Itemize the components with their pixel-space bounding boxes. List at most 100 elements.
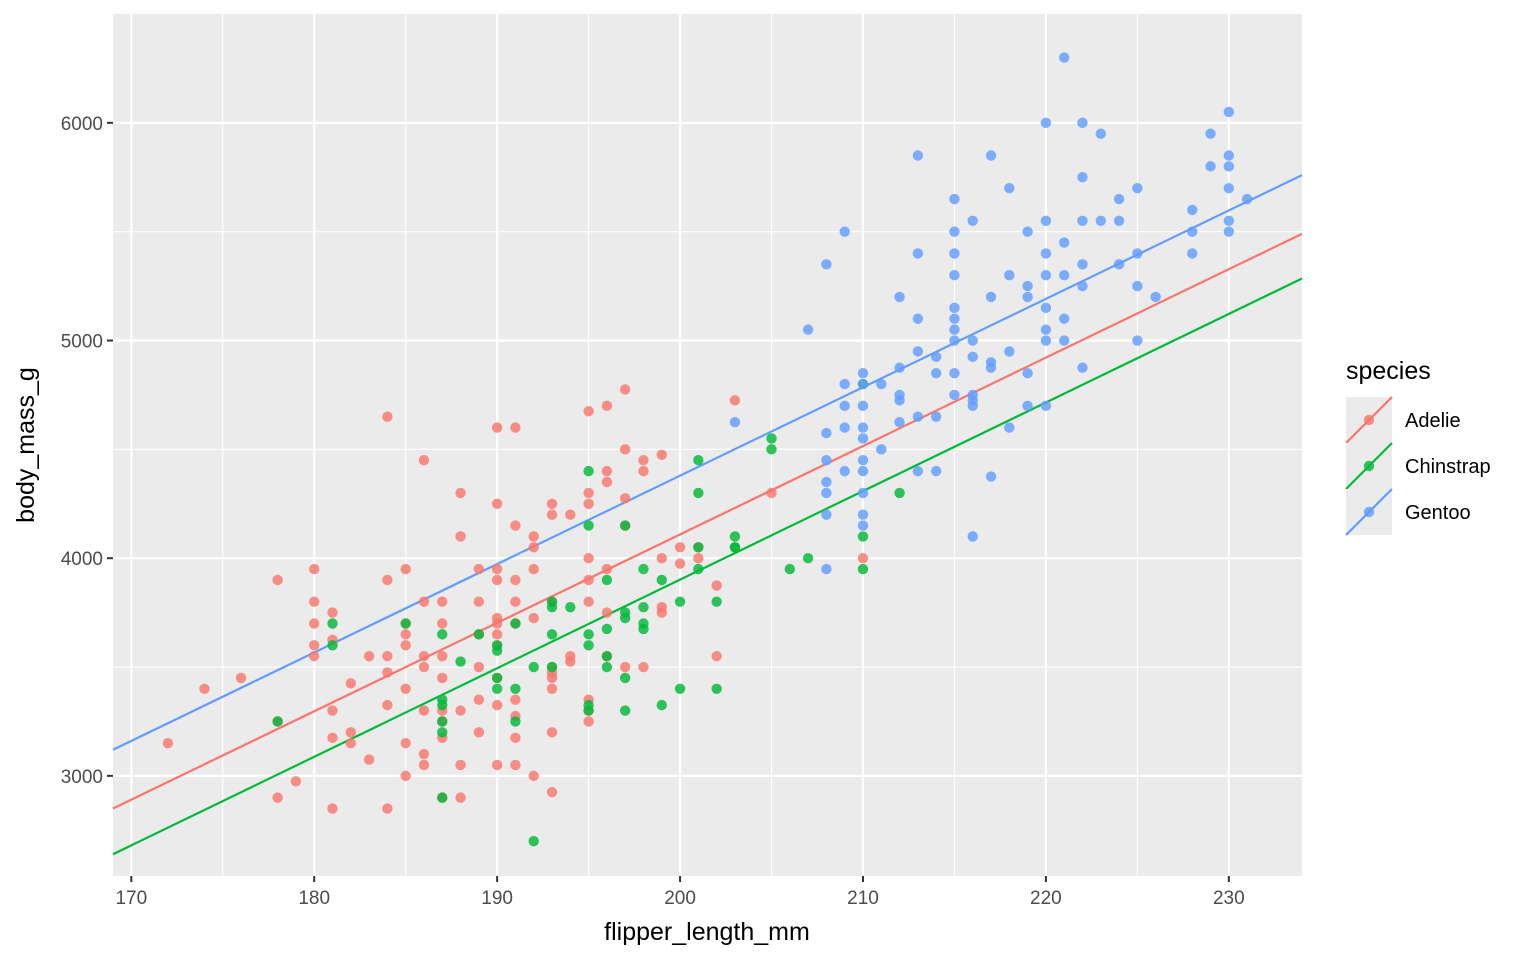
data-point-gentoo <box>949 367 960 379</box>
data-point-adelie <box>656 607 667 618</box>
legend-key-point <box>1363 506 1375 518</box>
data-point-adelie <box>455 487 466 499</box>
data-point-adelie <box>510 759 521 771</box>
data-point-adelie <box>565 509 576 520</box>
data-point-gentoo <box>1187 204 1198 216</box>
data-point-gentoo <box>967 335 978 346</box>
data-point-gentoo <box>985 291 997 303</box>
data-point-chinstrap <box>802 552 814 564</box>
data-point-chinstrap <box>894 487 905 499</box>
data-point-chinstrap <box>729 531 741 542</box>
data-point-adelie <box>309 563 320 575</box>
x-tick-label: 220 <box>1030 888 1062 909</box>
data-point-chinstrap <box>656 574 667 586</box>
data-point-adelie <box>491 618 503 629</box>
data-point-gentoo <box>949 193 960 205</box>
data-point-gentoo <box>1187 226 1198 237</box>
data-point-adelie <box>455 705 466 716</box>
data-point-adelie <box>272 792 283 803</box>
data-point-adelie <box>162 738 174 749</box>
data-point-chinstrap <box>601 574 613 586</box>
minor-gridlines <box>113 14 1302 876</box>
legend-key-point <box>1363 414 1375 426</box>
data-point-adelie <box>491 422 503 433</box>
data-point-adelie <box>363 650 375 662</box>
data-point-adelie <box>400 683 411 694</box>
data-point-gentoo <box>1077 215 1088 226</box>
data-point-adelie <box>437 618 448 629</box>
data-point-gentoo <box>857 367 869 379</box>
data-point-adelie <box>290 776 302 787</box>
data-point-chinstrap <box>656 699 667 711</box>
data-point-gentoo <box>821 259 832 270</box>
data-point-gentoo <box>1241 193 1253 205</box>
data-point-gentoo <box>1040 215 1052 226</box>
data-point-adelie <box>619 493 631 504</box>
data-point-chinstrap <box>638 563 649 575</box>
data-point-chinstrap <box>638 601 649 613</box>
data-point-adelie <box>272 574 283 586</box>
data-point-chinstrap <box>857 531 869 542</box>
data-point-gentoo <box>857 400 869 412</box>
data-point-adelie <box>418 596 430 607</box>
data-point-gentoo <box>839 400 850 412</box>
data-point-gentoo <box>857 378 869 390</box>
data-point-adelie <box>674 558 686 569</box>
data-point-adelie <box>400 640 411 651</box>
data-point-adelie <box>327 607 338 618</box>
data-point-chinstrap <box>619 705 631 716</box>
data-point-chinstrap <box>437 727 448 738</box>
data-point-gentoo <box>857 422 869 433</box>
data-point-adelie <box>309 650 320 662</box>
data-point-chinstrap <box>327 618 338 629</box>
data-point-adelie <box>565 656 576 667</box>
data-point-gentoo <box>821 487 832 499</box>
data-point-chinstrap <box>437 716 448 727</box>
data-point-gentoo <box>1077 117 1088 129</box>
data-point-chinstrap <box>601 661 613 673</box>
data-point-adelie <box>382 411 393 422</box>
data-point-adelie <box>528 563 539 575</box>
data-point-gentoo <box>876 444 887 455</box>
data-point-chinstrap <box>437 629 448 640</box>
data-point-chinstrap <box>546 661 558 673</box>
data-point-adelie <box>711 580 722 591</box>
data-point-adelie <box>656 449 667 460</box>
data-point-adelie <box>382 803 393 814</box>
data-point-chinstrap <box>693 563 704 575</box>
data-point-chinstrap <box>510 683 521 694</box>
data-point-adelie <box>455 792 466 803</box>
data-point-chinstrap <box>601 623 613 635</box>
data-point-adelie <box>235 672 247 684</box>
data-point-gentoo <box>1223 215 1235 226</box>
data-point-chinstrap <box>510 618 521 629</box>
data-point-gentoo <box>1223 106 1235 118</box>
data-point-adelie <box>601 476 613 488</box>
data-point-gentoo <box>912 411 924 422</box>
data-point-chinstrap <box>400 618 411 629</box>
data-point-gentoo <box>930 367 942 379</box>
data-point-gentoo <box>1077 280 1088 292</box>
data-point-gentoo <box>1077 259 1088 270</box>
data-point-gentoo <box>857 433 869 444</box>
x-tick-label: 230 <box>1213 888 1245 909</box>
data-point-adelie <box>382 574 393 586</box>
fit-line-adelie <box>112 232 1303 810</box>
data-point-gentoo <box>1022 400 1033 412</box>
data-point-gentoo <box>857 465 869 477</box>
data-point-gentoo <box>912 465 924 477</box>
data-point-gentoo <box>894 291 905 303</box>
data-point-gentoo <box>1187 248 1198 259</box>
data-point-gentoo <box>1022 367 1033 379</box>
data-point-gentoo <box>1022 291 1033 303</box>
data-point-gentoo <box>949 270 960 281</box>
data-point-adelie <box>656 552 667 564</box>
x-tick-label: 190 <box>481 888 513 909</box>
data-point-chinstrap <box>491 645 503 656</box>
data-point-adelie <box>510 422 521 433</box>
data-point-chinstrap <box>491 672 503 684</box>
data-point-gentoo <box>1223 182 1235 194</box>
data-point-gentoo <box>1004 346 1015 357</box>
data-point-chinstrap <box>327 640 338 651</box>
